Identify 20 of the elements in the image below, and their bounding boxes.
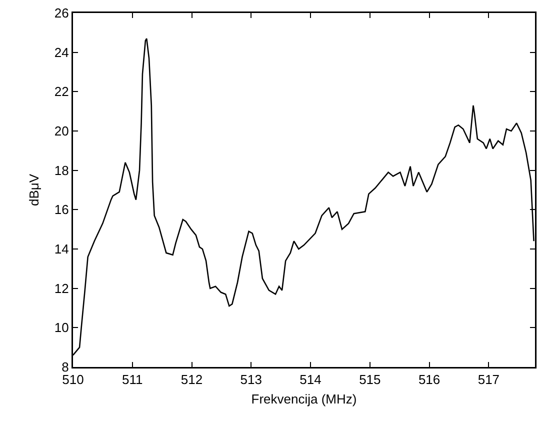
x-tick-label: 517 — [478, 372, 500, 388]
y-tick-label: 18 — [54, 162, 69, 178]
y-tick-label: 24 — [54, 44, 69, 60]
x-tick-label: 515 — [359, 372, 381, 388]
y-tick-label: 20 — [54, 124, 69, 139]
y-tick-label: 10 — [54, 320, 69, 336]
y-tick-label: 14 — [54, 242, 69, 257]
x-tick-label: 514 — [300, 372, 322, 388]
y-tick-label: 8 — [62, 360, 69, 375]
y-tick-label: 26 — [54, 6, 69, 21]
y-tick-label: 22 — [54, 84, 69, 100]
y-tick-label: 16 — [54, 202, 69, 218]
y-tick-label: 12 — [54, 280, 69, 296]
x-tick-label: 511 — [122, 372, 143, 388]
x-tick-label: 513 — [240, 372, 262, 388]
x-axis-title: Frekvencija (MHz) — [251, 391, 357, 406]
x-tick-label: 510 — [62, 372, 84, 388]
x-tick-label: 516 — [418, 372, 440, 388]
y-axis-title: dBμV — [26, 174, 42, 206]
x-tick-label: 512 — [180, 372, 203, 388]
